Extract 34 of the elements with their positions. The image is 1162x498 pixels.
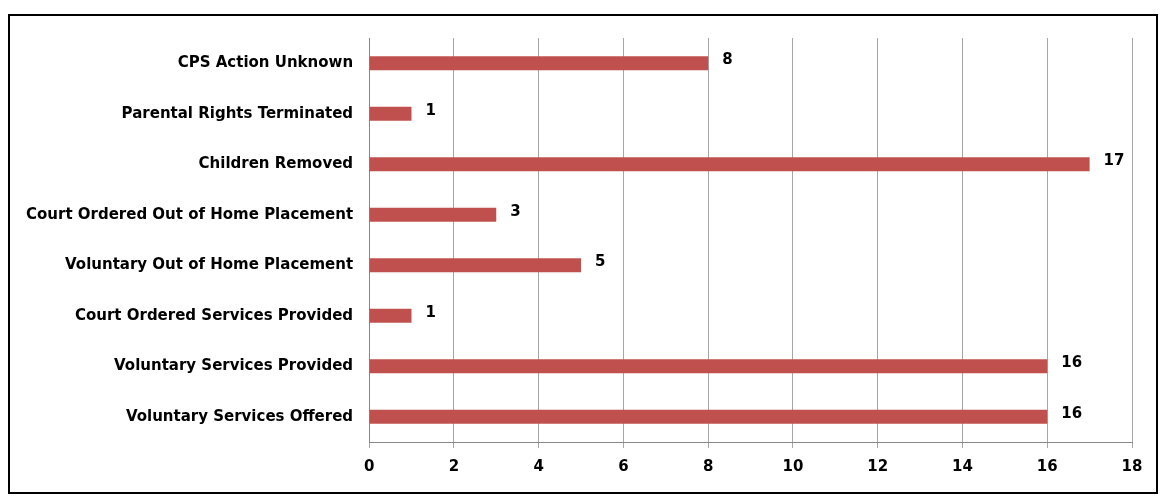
y-tick-label: Parental Rights Terminated <box>121 103 354 122</box>
x-tick-label: 10 <box>782 456 804 475</box>
bar <box>369 106 412 121</box>
x-tick-label: 0 <box>363 456 375 475</box>
bar <box>369 157 1090 172</box>
bar <box>369 409 1048 424</box>
x-tick-label: 2 <box>448 456 460 475</box>
data-label: 1 <box>425 100 436 119</box>
y-tick-label: Voluntary Out of Home Placement <box>65 255 354 274</box>
x-tick-label: 8 <box>702 456 714 475</box>
y-tick-label: Voluntary Services Provided <box>114 356 354 375</box>
data-label: 1 <box>425 302 436 321</box>
bar <box>369 308 412 323</box>
data-label: 5 <box>595 252 606 271</box>
y-tick-label: Children Removed <box>198 154 354 173</box>
x-tick-label: 14 <box>952 456 973 475</box>
bar <box>369 56 709 71</box>
y-tick-label: CPS Action Unknown <box>177 53 354 72</box>
x-tick-label: 6 <box>618 456 629 475</box>
data-label: 3 <box>510 201 521 220</box>
x-tick-label: 4 <box>533 456 544 475</box>
data-label: 8 <box>722 50 733 69</box>
y-tick-label: Court Ordered Out of Home Placement <box>26 204 354 223</box>
data-label: 16 <box>1061 353 1083 372</box>
data-label: 17 <box>1103 151 1125 170</box>
x-tick-label: 12 <box>867 456 889 475</box>
bar <box>369 258 582 273</box>
bar <box>369 207 497 222</box>
bar <box>369 359 1048 374</box>
y-tick-label: Court Ordered Services Provided <box>74 305 354 324</box>
x-tick-label: 16 <box>1036 456 1058 475</box>
y-tick-label: Voluntary Services Offered <box>125 406 354 425</box>
data-label: 16 <box>1061 403 1083 422</box>
x-tick-label: 18 <box>1121 456 1143 475</box>
